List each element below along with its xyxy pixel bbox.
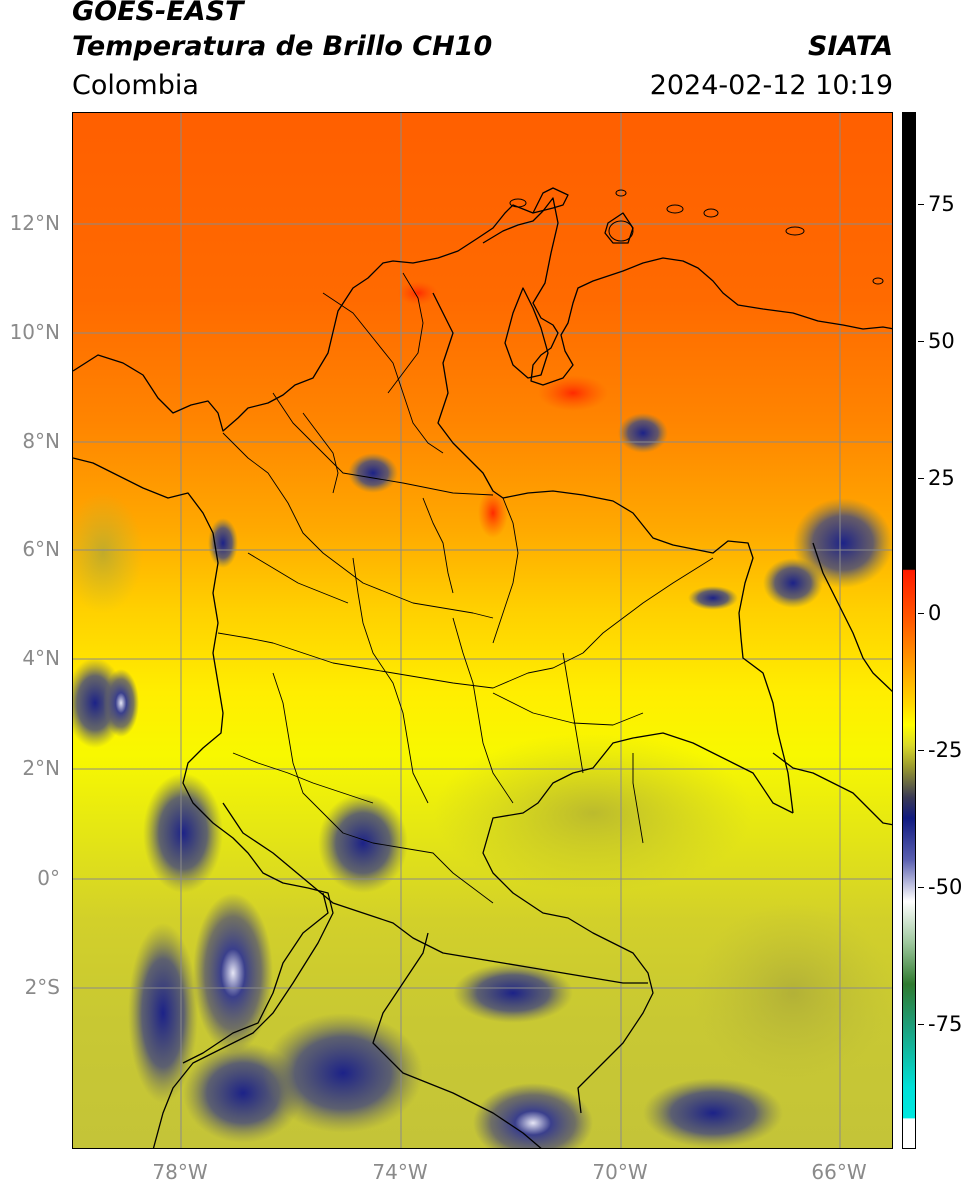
paraguana — [604, 212, 634, 244]
dept-boundary — [582, 557, 714, 654]
colorbar-label: 25 — [928, 466, 955, 490]
dept-boundary — [217, 632, 584, 689]
cold-cloud — [73, 493, 143, 613]
lat-label: 2°S — [24, 975, 60, 999]
colombia-brazil-border — [482, 732, 794, 1114]
cold-cloud — [763, 558, 823, 608]
island — [872, 277, 884, 285]
lake-maracaibo — [504, 287, 549, 379]
island — [666, 204, 684, 214]
lat-label: 4°N — [22, 646, 60, 670]
title-product: Temperatura de Brillo CH10 — [72, 31, 493, 62]
colorbar-label: -75 — [928, 1012, 963, 1036]
department-boundaries — [217, 272, 714, 904]
dept-boundary — [272, 672, 494, 904]
dept-boundary — [222, 432, 494, 619]
timestamp-label: 2024-02-12 10:19 — [649, 70, 893, 101]
cold-cloud — [263, 1013, 423, 1133]
cold-cloud — [348, 453, 398, 493]
organization-label: SIATA — [807, 31, 893, 62]
cold-cloud — [643, 1078, 783, 1148]
colorbar-tick — [918, 750, 924, 751]
islands — [509, 189, 884, 285]
colorbar-tick — [918, 478, 924, 479]
dept-boundary — [232, 752, 374, 804]
dept-boundary — [302, 412, 339, 494]
warm-spot — [478, 488, 508, 538]
guyana-region — [812, 542, 892, 692]
cold-cloud — [143, 773, 223, 893]
colorbar-label: -50 — [928, 875, 963, 899]
dept-boundary — [247, 552, 349, 604]
region-label: Colombia — [72, 70, 199, 101]
colorbar-ramp — [903, 113, 915, 1148]
island — [608, 220, 634, 242]
lat-label: 12°N — [9, 211, 60, 235]
lon-label: 70°W — [592, 1160, 648, 1184]
graticule — [73, 113, 892, 1148]
lat-label: 0° — [37, 866, 60, 890]
colombia-peru-ecuador-border — [222, 802, 648, 984]
lat-label: 2°N — [22, 756, 60, 780]
caribbean-coast — [73, 187, 569, 432]
cold-cloud — [793, 498, 892, 588]
lat-label: 8°N — [22, 429, 60, 453]
pacific-coast — [73, 457, 334, 1148]
island — [703, 208, 719, 218]
lon-label: 74°W — [372, 1160, 428, 1184]
warm-spot — [538, 375, 608, 411]
cold-cloud — [688, 586, 738, 610]
brightness-temperature-map — [72, 112, 893, 1149]
lon-label: 78°W — [152, 1160, 208, 1184]
colorbar-label: 50 — [928, 329, 955, 353]
dept-boundary — [352, 557, 429, 804]
lon-label: 66°W — [811, 1160, 867, 1184]
cold-cloud — [693, 903, 892, 1083]
cold-cloud — [453, 963, 573, 1023]
colorbar-label: -25 — [928, 738, 963, 762]
lat-label: 6°N — [22, 537, 60, 561]
title-satellite: GOES-EAST — [72, 0, 244, 27]
colorbar-label: 0 — [928, 601, 942, 625]
dept-boundary — [562, 652, 584, 774]
dept-boundary — [422, 497, 454, 594]
colorbar-tick — [918, 204, 924, 205]
cold-cloud-features — [73, 281, 892, 1148]
lat-label: 10°N — [9, 320, 60, 344]
ecuador-peru-border — [182, 892, 329, 1064]
cold-cloud — [208, 518, 238, 568]
colorbar-tick — [918, 341, 924, 342]
dept-boundary — [452, 617, 514, 804]
colorbar-tick — [918, 887, 924, 888]
cold-cloud — [318, 793, 408, 893]
coastlines-and-borders — [73, 187, 892, 1148]
dept-boundary — [492, 497, 519, 644]
colorbar-tick — [918, 1024, 924, 1025]
colombia-venezuela-border — [432, 292, 794, 814]
cold-cloud — [433, 733, 753, 893]
cold-cloud — [193, 893, 273, 1053]
cold-cloud — [103, 669, 139, 737]
island — [785, 226, 805, 236]
dept-boundary — [632, 753, 644, 844]
dept-boundary — [492, 692, 644, 726]
guajira-venezuela-coast — [482, 197, 892, 386]
map-layers — [73, 113, 892, 1148]
dept-boundary — [322, 292, 444, 454]
dept-boundary — [272, 392, 494, 496]
island — [615, 189, 627, 197]
peru-brazil-border — [372, 932, 542, 1148]
colorbar-label: 75 — [928, 192, 955, 216]
cold-cloud — [473, 1083, 593, 1148]
brazil-venezuela-border — [772, 752, 892, 826]
cold-cloud — [618, 413, 668, 453]
dept-boundary — [387, 272, 424, 394]
colorbar — [902, 112, 916, 1149]
warm-spot — [398, 281, 438, 305]
island — [509, 198, 527, 208]
colorbar-tick — [918, 613, 924, 614]
